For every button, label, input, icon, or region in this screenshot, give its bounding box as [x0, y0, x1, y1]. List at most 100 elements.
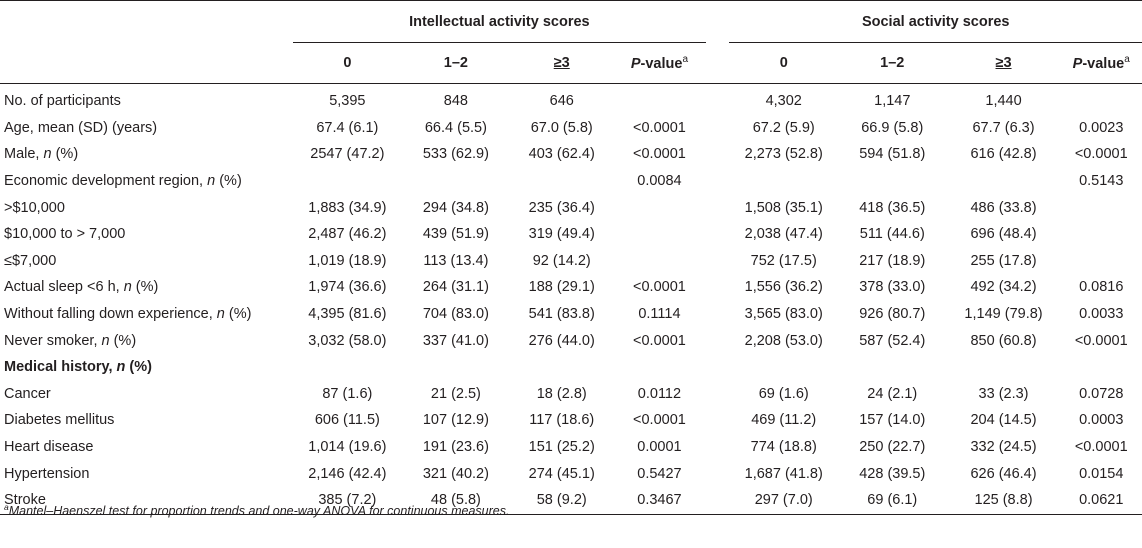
- cell-s12: [838, 354, 947, 381]
- group-intellectual: Intellectual activity scores: [293, 0, 706, 43]
- cell-s12: [838, 168, 947, 195]
- row-label: Economic development region, n (%): [4, 173, 242, 190]
- table-row: Without falling down experience, n (%) 4,…: [0, 301, 1142, 328]
- cell-i3: [510, 168, 613, 195]
- cell-s12: 66.9 (5.8): [861, 119, 924, 136]
- row-label: Stroke: [0, 486, 294, 515]
- cell-sp: 0.0003: [1079, 412, 1124, 429]
- cell-s0: 4,302: [765, 93, 802, 110]
- table-row: Actual sleep <6 h, n (%) 1,974 (36.6) 264 …: [0, 274, 1142, 301]
- cell-s12: 69 (6.1): [838, 486, 947, 515]
- cell-i12: 191 (23.6): [422, 439, 489, 456]
- cell-s12: 594 (51.8): [859, 146, 926, 163]
- cell-i12: 48 (5.8): [401, 486, 511, 515]
- cell-i0: 4,395 (81.6): [308, 306, 387, 323]
- row-label: Male, n (%): [4, 146, 79, 163]
- cell-s3: 1,440: [985, 93, 1022, 110]
- cell-s3: 850 (60.8): [970, 332, 1037, 349]
- cell-s0: 2,038 (47.4): [744, 226, 823, 243]
- cell-ip: 0.0112: [637, 385, 682, 402]
- cell-i3: 541 (83.8): [528, 306, 595, 323]
- cell-s3: 125 (8.8): [946, 486, 1061, 515]
- cell-s3: 33 (2.3): [978, 385, 1029, 402]
- row-label: Without falling down experience, n (%): [4, 306, 252, 323]
- cell-i3: 274 (45.1): [528, 465, 595, 482]
- group-header-row: Intellectual activity scores Social acti…: [0, 0, 1142, 43]
- row-label: ≤$7,000: [4, 252, 57, 269]
- cell-s3: 255 (17.8): [970, 252, 1037, 269]
- cell-i12: 66.4 (5.5): [424, 119, 487, 136]
- col-intel-1-2: 1–2: [401, 42, 511, 84]
- cell-sp: <0.0001: [1074, 439, 1128, 456]
- cell-i12: 21 (2.5): [430, 385, 481, 402]
- table-row: No. of participants 5,395 848 646 4,302 1,147…: [0, 84, 1142, 115]
- group-social: Social activity scores: [729, 0, 1142, 43]
- cell-s3: 616 (42.8): [970, 146, 1037, 163]
- cell-sp: 0.0621: [1060, 486, 1142, 515]
- cell-s12: 428 (39.5): [859, 465, 926, 482]
- cell-i3: 403 (62.4): [528, 146, 595, 163]
- cell-i0: 87 (1.6): [322, 385, 373, 402]
- cell-s12: 587 (52.4): [859, 332, 926, 349]
- footnote: aMantel–Haenszel test for proportion tre…: [4, 502, 510, 519]
- cell-i3: 319 (49.4): [528, 226, 595, 243]
- col-intel-0: 0: [293, 42, 402, 84]
- cell-i12: 113 (13.4): [423, 252, 489, 269]
- cell-i12: [402, 354, 511, 381]
- row-label: $10,000 to > 7,000: [4, 226, 126, 243]
- cell-i3: 188 (29.1): [528, 279, 595, 296]
- cell-sp: <0.0001: [1074, 146, 1128, 163]
- cell-ip: 0.1114: [638, 306, 681, 323]
- table-row: ≤$7,000 1,019 (18.9) 113 (13.4) 92 (14.2) 75…: [0, 248, 1142, 275]
- table-row: Never smoker, n (%) 3,032 (58.0) 337 (41.0…: [0, 327, 1142, 354]
- cell-i3: 18 (2.8): [536, 385, 587, 402]
- cell-sp: 0.0033: [1079, 306, 1124, 323]
- cell-i0: [293, 354, 402, 381]
- cell-sp: [1061, 194, 1142, 221]
- cell-s12: 926 (80.7): [859, 306, 926, 323]
- table-row: Hypertension 2,146 (42.4) 321 (40.2) 274 (4…: [0, 460, 1142, 487]
- cell-s3: 67.7 (6.3): [972, 119, 1035, 136]
- cell-s3: 204 (14.5): [970, 412, 1037, 429]
- cell-i3: 58 (9.2): [510, 486, 614, 515]
- cell-s3: 1,149 (79.8): [964, 306, 1043, 323]
- cell-ip: <0.0001: [633, 279, 686, 296]
- cell-sp: [1061, 84, 1142, 115]
- cell-s0: [729, 354, 838, 381]
- table-row: Male, n (%) 2547 (47.2) 533 (62.9) 403 (62.…: [0, 141, 1142, 168]
- cell-ip: [613, 194, 705, 221]
- table-row: Heart disease 1,014 (19.6) 191 (23.6) 151 (…: [0, 434, 1142, 461]
- cell-sp: 0.0154: [1079, 465, 1124, 482]
- row-label: >$10,000: [4, 199, 65, 216]
- cell-sp: [1061, 354, 1142, 381]
- cell-s0: 67.2 (5.9): [752, 119, 815, 136]
- cell-i0: 1,883 (34.9): [308, 199, 387, 216]
- cell-ip: <0.0001: [633, 119, 686, 136]
- cell-s0: 752 (17.5): [750, 252, 817, 269]
- cell-sp: <0.0001: [1074, 332, 1128, 349]
- cell-s0: 69 (1.6): [758, 385, 809, 402]
- cell-i12: 439 (51.9): [422, 226, 489, 243]
- cell-s12: 378 (33.0): [859, 279, 926, 296]
- cell-i3: 67.0 (5.8): [530, 119, 593, 136]
- cell-s12: 511 (44.6): [859, 226, 925, 243]
- cell-ip: <0.0001: [633, 146, 686, 163]
- cell-i12: 294 (34.8): [422, 199, 489, 216]
- table-row: Diabetes mellitus 606 (11.5) 107 (12.9) 117…: [0, 407, 1142, 434]
- cell-i12: [402, 168, 511, 195]
- cell-i0: 1,014 (19.6): [308, 439, 387, 456]
- cell-i12: 533 (62.9): [422, 146, 489, 163]
- cell-i12: 337 (41.0): [422, 332, 489, 349]
- cell-sp: 0.0023: [1079, 119, 1124, 136]
- cell-i0: 67.4 (6.1): [316, 119, 379, 136]
- col-social-1-2: 1–2: [838, 42, 947, 84]
- cell-sp: [1061, 221, 1142, 248]
- cell-s12: 24 (2.1): [867, 385, 918, 402]
- cell-ip: [613, 84, 705, 115]
- cell-s0: 774 (18.8): [750, 439, 817, 456]
- cell-s0: 469 (11.2): [751, 412, 817, 429]
- cell-s0: 1,556 (36.2): [744, 279, 823, 296]
- data-table: Intellectual activity scores Social acti…: [0, 0, 1142, 515]
- col-intel-pvalue: P-valuea: [613, 42, 706, 84]
